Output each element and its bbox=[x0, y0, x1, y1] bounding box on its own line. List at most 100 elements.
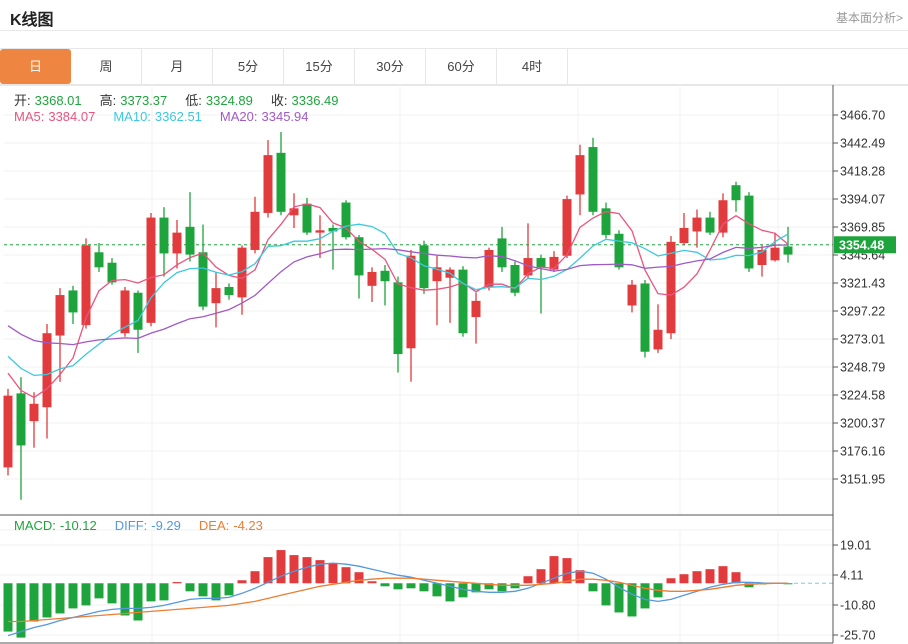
candle[interactable] bbox=[562, 199, 572, 256]
candle[interactable] bbox=[510, 264, 520, 293]
candle[interactable] bbox=[692, 217, 702, 232]
candle[interactable] bbox=[211, 288, 221, 304]
price-axis-label: 3176.16 bbox=[840, 445, 885, 459]
low-readout: 低: 3324.89 bbox=[185, 93, 253, 108]
candle[interactable] bbox=[302, 203, 312, 233]
candle[interactable] bbox=[757, 249, 767, 265]
candle[interactable] bbox=[133, 292, 143, 330]
macd-bar bbox=[302, 557, 312, 584]
candle[interactable] bbox=[432, 267, 442, 282]
macd-bar bbox=[367, 581, 377, 584]
candle[interactable] bbox=[731, 185, 741, 201]
tab-30min[interactable]: 30分 bbox=[355, 49, 426, 84]
candle[interactable] bbox=[16, 393, 26, 446]
macd-bar bbox=[536, 569, 546, 584]
macd-readout: MACD: -10.12 bbox=[14, 518, 97, 533]
candle[interactable] bbox=[419, 245, 429, 289]
candle[interactable] bbox=[354, 237, 364, 276]
candle[interactable] bbox=[549, 256, 559, 270]
candle[interactable] bbox=[198, 252, 208, 307]
candle[interactable] bbox=[497, 238, 507, 268]
candle[interactable] bbox=[627, 284, 637, 306]
candle[interactable] bbox=[523, 258, 533, 276]
grid bbox=[0, 87, 833, 642]
candle[interactable] bbox=[614, 233, 624, 268]
candle[interactable] bbox=[367, 271, 377, 286]
tab-15min[interactable]: 15分 bbox=[284, 49, 355, 84]
candle[interactable] bbox=[276, 152, 286, 212]
tab-60min[interactable]: 60分 bbox=[426, 49, 497, 84]
candle[interactable] bbox=[770, 247, 780, 261]
macd-bar bbox=[211, 583, 221, 601]
macd-bar bbox=[289, 555, 299, 584]
candle[interactable] bbox=[406, 255, 416, 349]
candle[interactable] bbox=[666, 241, 676, 334]
macd-readout: MACD: -10.12 DIFF: -9.29 DEA: -4.23 bbox=[14, 518, 281, 533]
macd-bar bbox=[328, 563, 338, 584]
candle[interactable] bbox=[536, 258, 546, 268]
candle[interactable] bbox=[263, 155, 273, 213]
candle[interactable] bbox=[718, 200, 728, 233]
candle[interactable] bbox=[588, 147, 598, 212]
candle[interactable] bbox=[601, 208, 611, 235]
dea-readout: DEA: -4.23 bbox=[198, 518, 263, 533]
candle[interactable] bbox=[341, 202, 351, 238]
ma-readout: MA5: 3384.07 MA10: 3362.51 MA20: 3345.94 bbox=[14, 109, 327, 124]
macd-bar bbox=[549, 556, 559, 584]
macd-bar bbox=[29, 583, 39, 622]
candle[interactable] bbox=[393, 282, 403, 355]
candle[interactable] bbox=[705, 217, 715, 233]
candle[interactable] bbox=[289, 208, 299, 216]
price-axis-label: 3466.70 bbox=[840, 109, 885, 123]
macd-bar bbox=[445, 583, 455, 602]
candle[interactable] bbox=[250, 211, 260, 250]
candle[interactable] bbox=[237, 247, 247, 298]
candle[interactable] bbox=[783, 246, 793, 255]
candle[interactable] bbox=[484, 249, 494, 287]
macd-bar bbox=[380, 583, 390, 587]
macd-bar bbox=[393, 583, 403, 590]
tab-month[interactable]: 月 bbox=[142, 49, 213, 84]
candle[interactable] bbox=[159, 217, 169, 254]
candle[interactable] bbox=[575, 155, 585, 195]
candle[interactable] bbox=[224, 286, 234, 296]
fundamental-analysis-link[interactable]: 基本面分析> bbox=[835, 11, 903, 25]
macd-bar bbox=[146, 583, 156, 602]
candle[interactable] bbox=[458, 269, 468, 334]
macd-bar bbox=[250, 571, 260, 584]
candle[interactable] bbox=[328, 227, 338, 232]
tab-4hour[interactable]: 4时 bbox=[497, 49, 568, 84]
axis-layer: 3466.703442.493418.283394.073369.853345.… bbox=[0, 85, 908, 644]
candle[interactable] bbox=[120, 290, 130, 334]
candle[interactable] bbox=[640, 283, 650, 352]
candle[interactable] bbox=[679, 227, 689, 244]
macd-bar bbox=[575, 570, 585, 584]
macd-bar bbox=[224, 583, 234, 596]
diff-line bbox=[7, 562, 789, 637]
macd-bar bbox=[315, 560, 325, 584]
candle[interactable] bbox=[3, 395, 13, 468]
tab-week[interactable]: 周 bbox=[71, 49, 142, 84]
candle[interactable] bbox=[744, 195, 754, 269]
candle[interactable] bbox=[55, 295, 65, 336]
candle[interactable] bbox=[68, 290, 78, 313]
candle[interactable] bbox=[81, 245, 91, 326]
candle[interactable] bbox=[107, 262, 117, 283]
page-title: K线图 bbox=[10, 12, 54, 29]
candle[interactable] bbox=[172, 232, 182, 254]
tab-day[interactable]: 日 bbox=[0, 49, 71, 84]
tab-5min[interactable]: 5分 bbox=[213, 49, 284, 84]
candle[interactable] bbox=[42, 333, 52, 408]
candle[interactable] bbox=[29, 403, 39, 422]
candle[interactable] bbox=[315, 230, 325, 233]
candle[interactable] bbox=[471, 300, 481, 318]
macd-bar bbox=[419, 583, 429, 592]
macd-bar bbox=[666, 578, 676, 584]
candlestick-chart[interactable]: 3466.703442.493418.283394.073369.853345.… bbox=[0, 85, 908, 644]
candle[interactable] bbox=[146, 217, 156, 323]
candle[interactable] bbox=[94, 252, 104, 268]
candle[interactable] bbox=[380, 270, 390, 282]
candle[interactable] bbox=[185, 226, 195, 255]
candle[interactable] bbox=[653, 329, 663, 350]
price-axis-label: 3200.37 bbox=[840, 417, 885, 431]
